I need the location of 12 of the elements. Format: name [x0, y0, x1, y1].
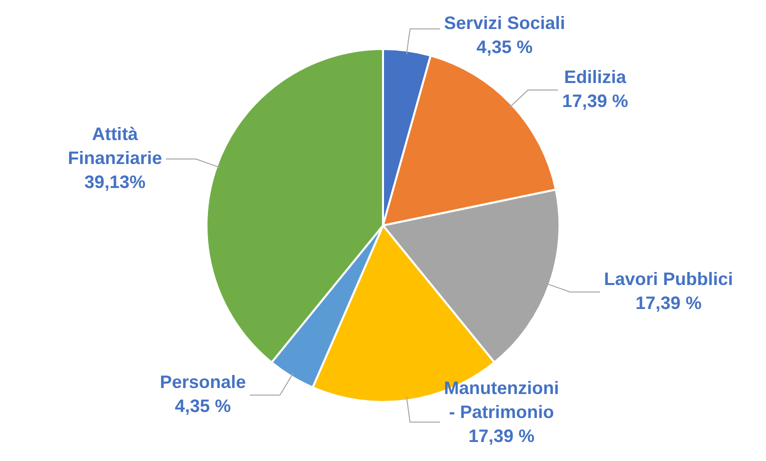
data-label: 39,13%: [84, 172, 146, 192]
slice-label: Attità Finanziarie: [68, 124, 162, 168]
slice-label: Lavori Pubblici: [604, 268, 734, 289]
data-label: 4,35 %: [174, 396, 231, 416]
slice-label: Manutenzioni - Patrimonio: [444, 378, 560, 422]
data-label: 17,39 %: [468, 426, 535, 446]
slice-label: Servizi Sociali: [444, 12, 566, 33]
slice-label: Edilizia: [564, 66, 628, 87]
data-label: 4,35 %: [476, 36, 533, 57]
data-label: 17,39 %: [562, 90, 628, 111]
data-label: 17,39 %: [636, 292, 702, 313]
slice-label: Personale: [160, 372, 246, 392]
